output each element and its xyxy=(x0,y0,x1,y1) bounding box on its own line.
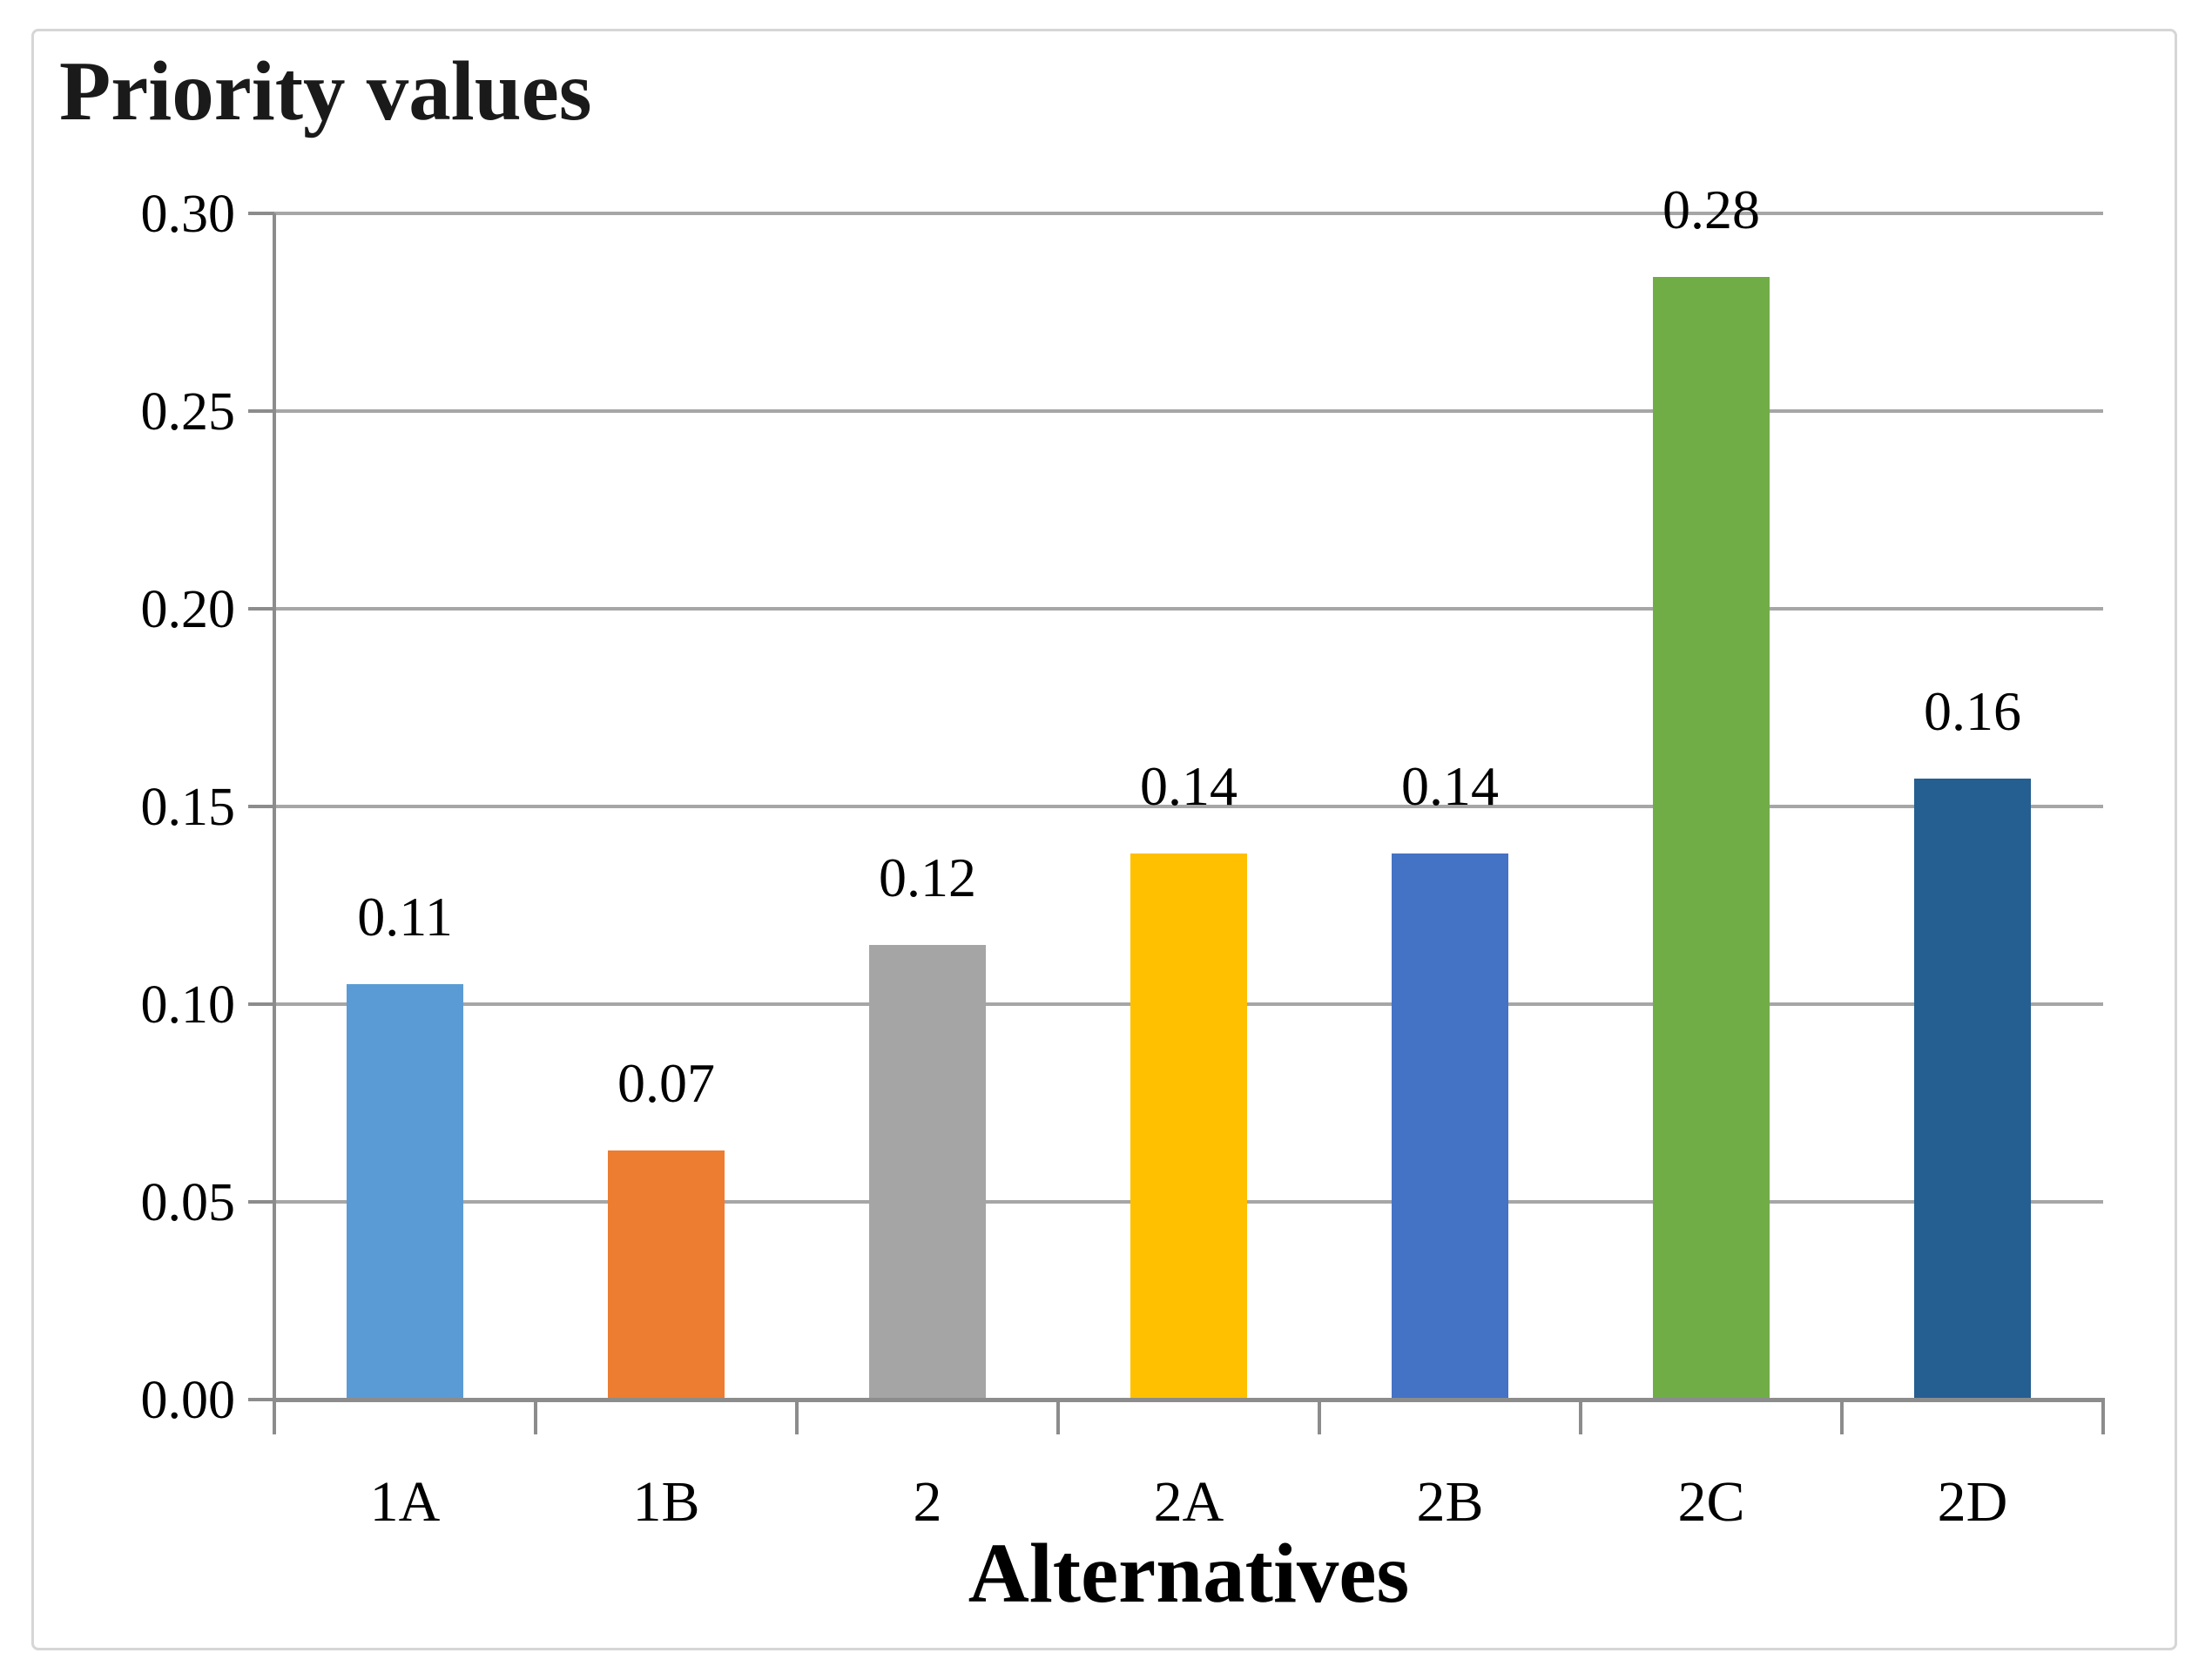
x-tick-mark xyxy=(1579,1400,1582,1434)
x-tick-mark xyxy=(1056,1400,1060,1434)
y-tick-mark xyxy=(248,805,274,808)
bar-2D xyxy=(1914,779,2031,1400)
x-category-label-2C: 2C xyxy=(1677,1470,1745,1534)
data-label-1A: 0.11 xyxy=(357,886,453,948)
y-tick-mark xyxy=(248,1002,274,1006)
y-tick-label: 0.30 xyxy=(140,185,236,244)
x-axis-title: Alternatives xyxy=(968,1527,1410,1620)
y-axis-line xyxy=(273,213,276,1434)
x-category-label-2: 2 xyxy=(913,1470,942,1534)
data-label-2: 0.12 xyxy=(879,846,976,908)
figure-border xyxy=(31,29,2177,1650)
bar-2B xyxy=(1392,853,1508,1400)
bar-2A xyxy=(1130,853,1247,1400)
y-tick-label: 0.05 xyxy=(140,1173,236,1232)
data-label-2B: 0.14 xyxy=(1401,755,1499,818)
x-category-label-2D: 2D xyxy=(1937,1470,2008,1534)
x-category-label-1B: 1B xyxy=(632,1470,700,1534)
gridline xyxy=(274,805,2103,808)
y-tick-mark xyxy=(248,212,274,215)
y-tick-label: 0.20 xyxy=(140,580,236,639)
data-label-2D: 0.16 xyxy=(1924,680,2021,743)
gridline xyxy=(274,607,2103,611)
data-label-1B: 0.07 xyxy=(617,1051,715,1114)
bar-1A xyxy=(347,984,463,1400)
x-category-label-2A: 2A xyxy=(1153,1470,1224,1534)
data-label-2A: 0.14 xyxy=(1140,755,1238,818)
x-tick-mark xyxy=(1318,1400,1321,1434)
data-label-2C: 0.28 xyxy=(1662,178,1760,240)
y-tick-label: 0.10 xyxy=(140,975,236,1035)
x-tick-mark xyxy=(1840,1400,1844,1434)
y-tick-mark xyxy=(248,1200,274,1204)
y-tick-mark xyxy=(248,409,274,413)
y-tick-mark xyxy=(248,607,274,611)
x-axis-line xyxy=(273,1398,2105,1402)
y-tick-label: 0.00 xyxy=(140,1371,236,1430)
y-tick-label: 0.25 xyxy=(140,382,236,442)
x-category-label-1A: 1A xyxy=(369,1470,441,1534)
bar-1B xyxy=(608,1150,725,1400)
gridline xyxy=(274,409,2103,413)
y-tick-label: 0.15 xyxy=(140,778,236,837)
y-tick-mark xyxy=(248,1398,274,1401)
bar-2C xyxy=(1653,276,1770,1400)
x-tick-mark xyxy=(2101,1400,2105,1434)
x-tick-mark xyxy=(534,1400,537,1434)
x-category-label-2B: 2B xyxy=(1416,1470,1484,1534)
x-tick-mark xyxy=(795,1400,799,1434)
bar-2 xyxy=(869,944,986,1400)
gridline xyxy=(274,212,2103,215)
chart-title: Priority values xyxy=(59,44,592,138)
